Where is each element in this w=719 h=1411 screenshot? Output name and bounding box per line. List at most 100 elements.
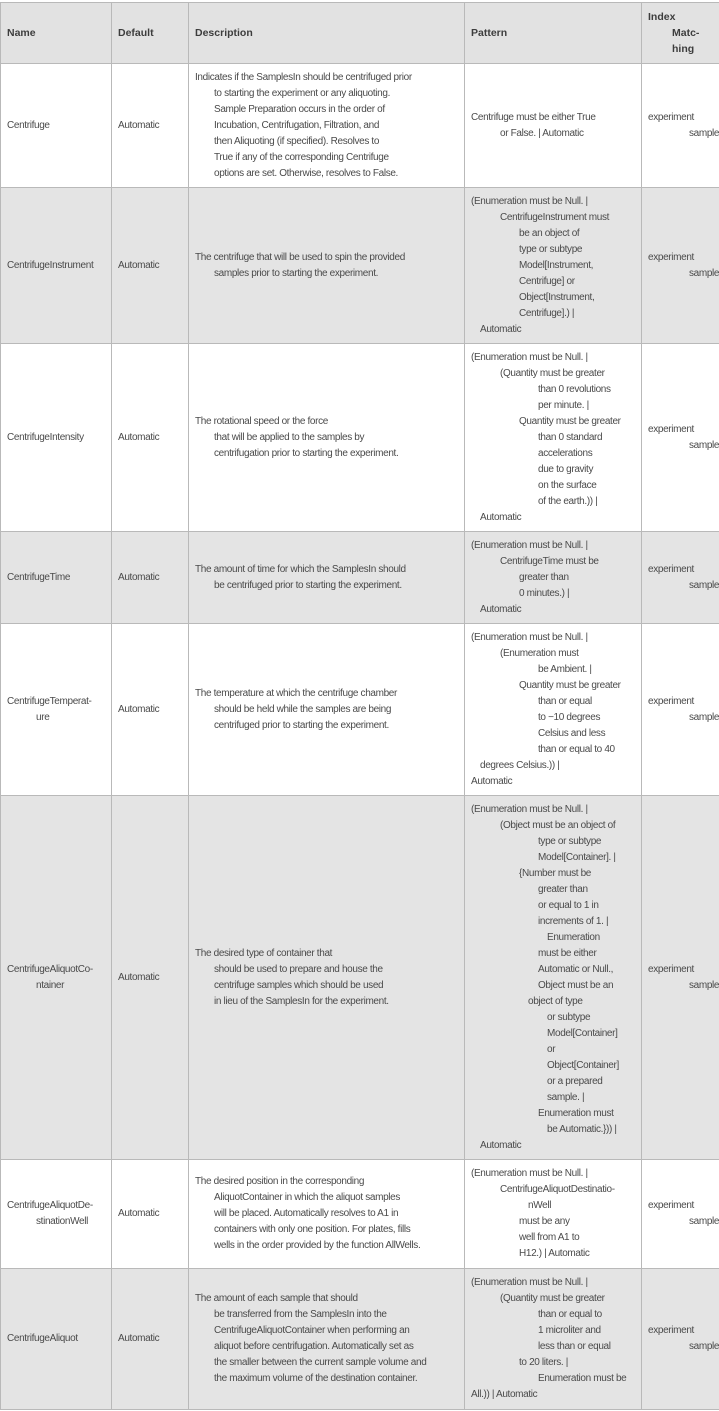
default-cell: Automatic — [111, 343, 189, 532]
description-cell-line: the maximum volume of the destination co… — [214, 1373, 418, 1384]
description-cell-line: the smaller between the current sample v… — [214, 1357, 427, 1368]
pattern-cell-line: (Enumeration must be Null. | — [471, 539, 588, 551]
description-cell-line: The desired type of container that — [195, 947, 333, 959]
pattern-cell: (Enumeration must be Null. | CentrifugeTi… — [464, 531, 642, 624]
default-cell: Automatic — [111, 63, 189, 188]
description-cell-line: be centrifuged prior to starting the exp… — [214, 579, 402, 591]
description-cell-line: to starting the experiment or any aliquo… — [214, 87, 391, 99]
name-cell-line: CentrifugeInstrument — [7, 259, 94, 271]
description-cell-line: The centrifuge that will be used to spin… — [195, 251, 405, 263]
description-cell-line: AliquotContainer in which the aliquot sa… — [214, 1192, 401, 1203]
pattern-cell-line: nWell — [528, 1200, 552, 1211]
name-cell: CentrifugeInstrument — [0, 187, 112, 344]
header-pattern: Pattern — [464, 2, 642, 64]
description-cell: Indicates if the SamplesIn should be cen… — [188, 63, 465, 188]
table-row: CentrifugeTemperat-ure Automatic The tempe… — [0, 623, 719, 796]
index-matching-cell-line: samples — [689, 711, 719, 723]
name-cell-line: CentrifugeIntensity — [7, 431, 84, 443]
name-cell-line: stinationWell — [36, 1216, 88, 1227]
index-matching-cell-line: experiment — [648, 1200, 694, 1211]
description-cell-line: The desired position in the correspondin… — [195, 1176, 365, 1187]
description-cell-line: The rotational speed or the force — [195, 415, 328, 427]
pattern-cell-line: {Number must be — [519, 867, 592, 879]
name-cell-line: CentrifugeAliquotCo- — [7, 963, 93, 975]
table-row: CentrifugeAliquot Automatic The amount of … — [0, 1268, 719, 1410]
description-cell: The rotational speed or the force that wi… — [188, 343, 465, 532]
pattern-cell-line: Centrifuge must be either True — [471, 111, 596, 123]
table-row: CentrifugeIntensity Automatic The rotation… — [0, 343, 719, 532]
pattern-cell-line: Celsius and less — [538, 727, 606, 739]
description-cell-line: that will be applied to the samples by — [214, 431, 365, 443]
pattern-cell: (Enumeration must be Null. | CentrifugeAl… — [464, 1159, 642, 1269]
pattern-cell-line: (Object must be an object of — [500, 819, 616, 831]
pattern-cell-line: CentrifugeInstrument must — [500, 211, 610, 223]
pattern-cell: (Enumeration must be Null. | (Quantity mu… — [464, 1268, 642, 1410]
index-matching-cell-line: experiment — [648, 563, 694, 575]
pattern-cell-line: Model[Instrument, — [519, 259, 594, 271]
index-matching-cell-line: samples — [689, 979, 719, 991]
table-row: CentrifugeInstrument Automatic The centrif… — [0, 187, 719, 344]
description-cell-line: Incubation, Centrifugation, Filtration, … — [214, 119, 380, 131]
pattern-cell-line: or False. | Automatic — [500, 127, 584, 139]
pattern-cell-line: or a prepared — [547, 1075, 603, 1087]
pattern-cell-line: must be any — [519, 1216, 570, 1227]
description-cell-line: wells in the order provided by the funct… — [214, 1240, 421, 1251]
name-cell-line: CentrifugeAliquot — [7, 1333, 78, 1344]
description-cell-line: Indicates if the SamplesIn should be cen… — [195, 71, 412, 83]
table-row: CentrifugeAliquotDe-stinationWell Automat… — [0, 1159, 719, 1269]
pattern-cell-line: 0 minutes.) | — [519, 587, 570, 599]
description-cell-line: containers with only one position. For p… — [214, 1224, 411, 1235]
name-cell: CentrifugeIntensity — [0, 343, 112, 532]
index-matching-cell-line: experiment — [648, 111, 694, 123]
pattern-cell-line: Enumeration must — [538, 1107, 614, 1119]
pattern-cell-line: (Enumeration must be Null. | — [471, 631, 588, 643]
pattern-cell-line: greater than — [519, 571, 569, 583]
pattern-cell-line: on the surface — [538, 479, 597, 491]
pattern-cell-line: per minute. | — [538, 399, 589, 411]
description-cell-line: then Aliquoting (if specified). Resolves… — [214, 135, 380, 147]
default-cell: Automatic — [111, 1268, 189, 1410]
index-matching-cell: experiment samples — [641, 795, 719, 1160]
pattern-cell-line: 1 microliter and — [538, 1325, 601, 1336]
pattern-cell-line: Model[Container]. | — [538, 851, 616, 863]
index-matching-cell: experiment samples — [641, 531, 719, 624]
description-cell-line: True if any of the corresponding Centrif… — [214, 151, 389, 163]
pattern-cell-line: Automatic or Null., — [538, 963, 614, 975]
index-matching-cell-line: samples — [689, 1341, 719, 1352]
description-cell: The centrifuge that will be used to spin… — [188, 187, 465, 344]
index-matching-cell: experiment samples — [641, 63, 719, 188]
pattern-cell-line: due to gravity — [538, 463, 594, 475]
description-cell-line: The temperature at which the centrifuge … — [195, 687, 397, 699]
table-row: CentrifugeTime Automatic The amount of tim… — [0, 531, 719, 624]
index-matching-cell-line: experiment — [648, 251, 694, 263]
pattern-cell-line: to −10 degrees — [538, 711, 601, 723]
pattern-cell-line: (Quantity must be greater — [500, 367, 605, 379]
pattern-cell-line: than or equal to 40 — [538, 743, 615, 755]
pattern-cell-line: (Quantity must be greater — [500, 1293, 605, 1304]
index-matching-cell: experiment samples — [641, 343, 719, 532]
index-matching-cell: experiment samples — [641, 623, 719, 796]
pattern-cell-line: Object[Container] — [547, 1059, 619, 1071]
pattern-cell-line: greater than — [538, 883, 588, 895]
description-cell: The amount of time for which the Samples… — [188, 531, 465, 624]
description-cell-line: centrifugation prior to starting the exp… — [214, 447, 399, 459]
pattern-cell-line: accelerations — [538, 447, 593, 459]
index-matching-cell-line: experiment — [648, 423, 694, 435]
pattern-cell-line: be an object of — [519, 227, 580, 239]
pattern-cell-line: be Ambient. | — [538, 663, 592, 675]
description-cell: The desired type of container that should… — [188, 795, 465, 1160]
pattern-cell-line: than 0 standard — [538, 431, 603, 443]
pattern-cell-line: (Enumeration must — [500, 647, 579, 659]
description-cell-line: in lieu of the SamplesIn for the experim… — [214, 995, 389, 1007]
description-cell-line: should be held while the samples are bei… — [214, 703, 392, 715]
pattern-cell-line: Quantity must be greater — [519, 415, 621, 427]
description-cell-line: CentrifugeAliquotContainer when performi… — [214, 1325, 410, 1336]
index-matching-cell: experiment samples — [641, 187, 719, 344]
default-cell: Automatic — [111, 531, 189, 624]
pattern-cell-line: sample. | — [547, 1091, 585, 1103]
name-cell: Centrifuge — [0, 63, 112, 188]
pattern-cell-line: Automatic — [480, 323, 522, 335]
name-cell: CentrifugeTime — [0, 531, 112, 624]
description-cell-line: Sample Preparation occurs in the order o… — [214, 103, 385, 115]
pattern-cell-line: Centrifuge] or — [519, 275, 575, 287]
